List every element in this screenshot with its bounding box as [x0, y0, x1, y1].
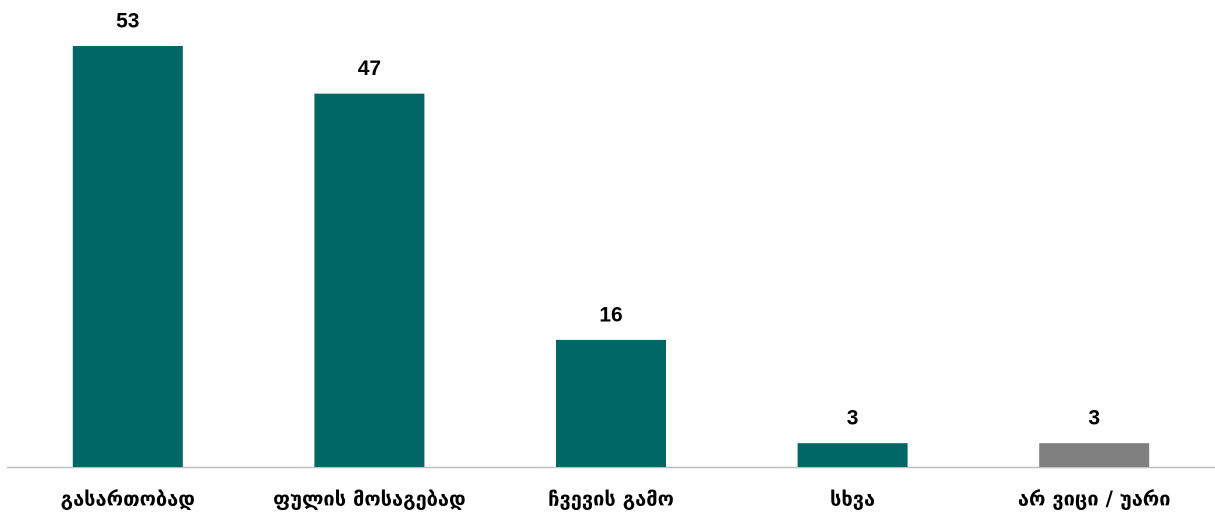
bar: [1039, 443, 1150, 467]
x-tick-label: სხვა: [830, 487, 875, 511]
data-label: 16: [599, 303, 622, 326]
x-tick-label: არ ვიცი / უარი: [1018, 487, 1171, 511]
data-label: 47: [358, 57, 381, 80]
x-tick-label: გასართობად: [61, 487, 195, 511]
bar: [72, 46, 183, 467]
data-label: 3: [1088, 407, 1100, 430]
x-tick-label: ფულის მოსაგებად: [273, 487, 466, 511]
data-label: 53: [116, 10, 139, 33]
bar: [797, 443, 908, 467]
data-label: 3: [847, 407, 859, 430]
bar: [314, 93, 425, 468]
x-tick-label: ჩვევის გამო: [548, 487, 674, 511]
bar: [556, 339, 666, 467]
